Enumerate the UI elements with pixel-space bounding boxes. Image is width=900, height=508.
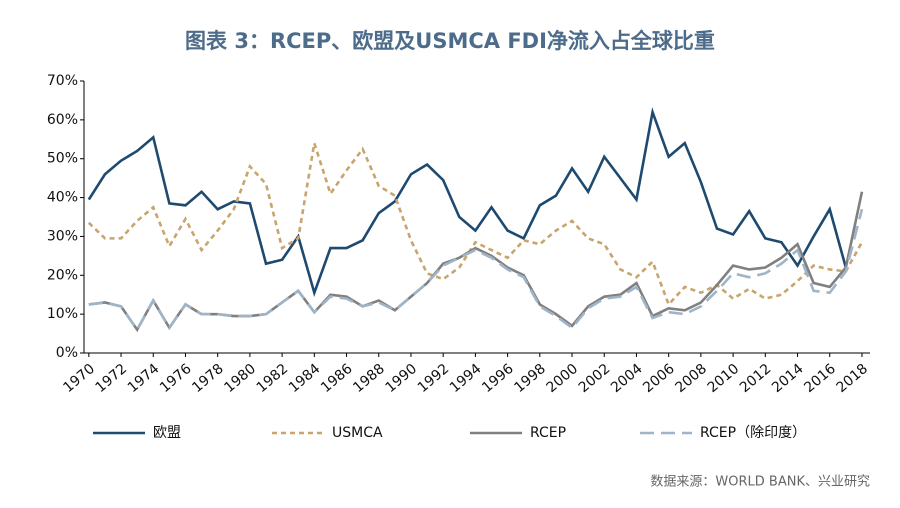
x-tick-label: 2006 (640, 361, 678, 396)
x-tick-label: 1976 (157, 361, 195, 396)
series-line (88, 191, 864, 333)
x-tick-label: 2016 (801, 361, 839, 396)
x-tick-label: 1998 (511, 361, 549, 396)
y-tick-label: 20% (47, 267, 78, 283)
x-tick-label: 1988 (350, 361, 388, 396)
x-tick-label: 1974 (125, 361, 163, 396)
x-tick-label: 1990 (383, 361, 421, 396)
x-tick-label: 2004 (608, 361, 646, 396)
legend-label: 欧盟 (153, 425, 181, 441)
x-tick-label: 1994 (447, 361, 485, 396)
x-tick-label: 2012 (737, 361, 775, 396)
x-tick-label: 2000 (544, 361, 582, 396)
x-tick-label: 1982 (254, 361, 292, 396)
x-tick-label: 2008 (672, 361, 710, 396)
x-tick-label: 1972 (93, 361, 131, 396)
legend-label: RCEP (530, 425, 566, 441)
series-line (87, 142, 864, 307)
series-line (87, 107, 848, 298)
x-tick-label: 1992 (415, 361, 453, 396)
y-tick-label: 10% (47, 306, 78, 322)
x-tick-label: 2010 (705, 361, 743, 396)
y-tick-label: 40% (47, 190, 78, 206)
y-tick-label: 60% (47, 112, 78, 128)
source-note: 数据来源：WORLD BANK、兴业研究 (650, 475, 870, 490)
x-tick-label: 1986 (318, 361, 356, 396)
x-tick-label: 2014 (769, 361, 807, 396)
legend-label: USMCA (332, 425, 383, 441)
y-tick-label: 0% (56, 345, 78, 361)
x-tick-label: 1970 (60, 361, 98, 396)
legend-label: RCEP（除印度） (700, 425, 806, 441)
y-tick-label: 70% (47, 73, 78, 89)
x-tick-label: 2018 (834, 361, 872, 396)
series-line (88, 208, 864, 333)
y-tick-label: 50% (47, 151, 78, 167)
x-tick-label: 1996 (479, 361, 517, 396)
x-tick-label: 1984 (286, 361, 324, 396)
chart-title: 图表 3：RCEP、欧盟及USMCA FDI净流入占全球比重 (185, 29, 715, 53)
y-tick-label: 30% (47, 228, 78, 244)
x-tick-label: 1978 (189, 361, 227, 396)
x-tick-label: 2002 (576, 361, 614, 396)
x-tick-label: 1980 (221, 361, 259, 396)
